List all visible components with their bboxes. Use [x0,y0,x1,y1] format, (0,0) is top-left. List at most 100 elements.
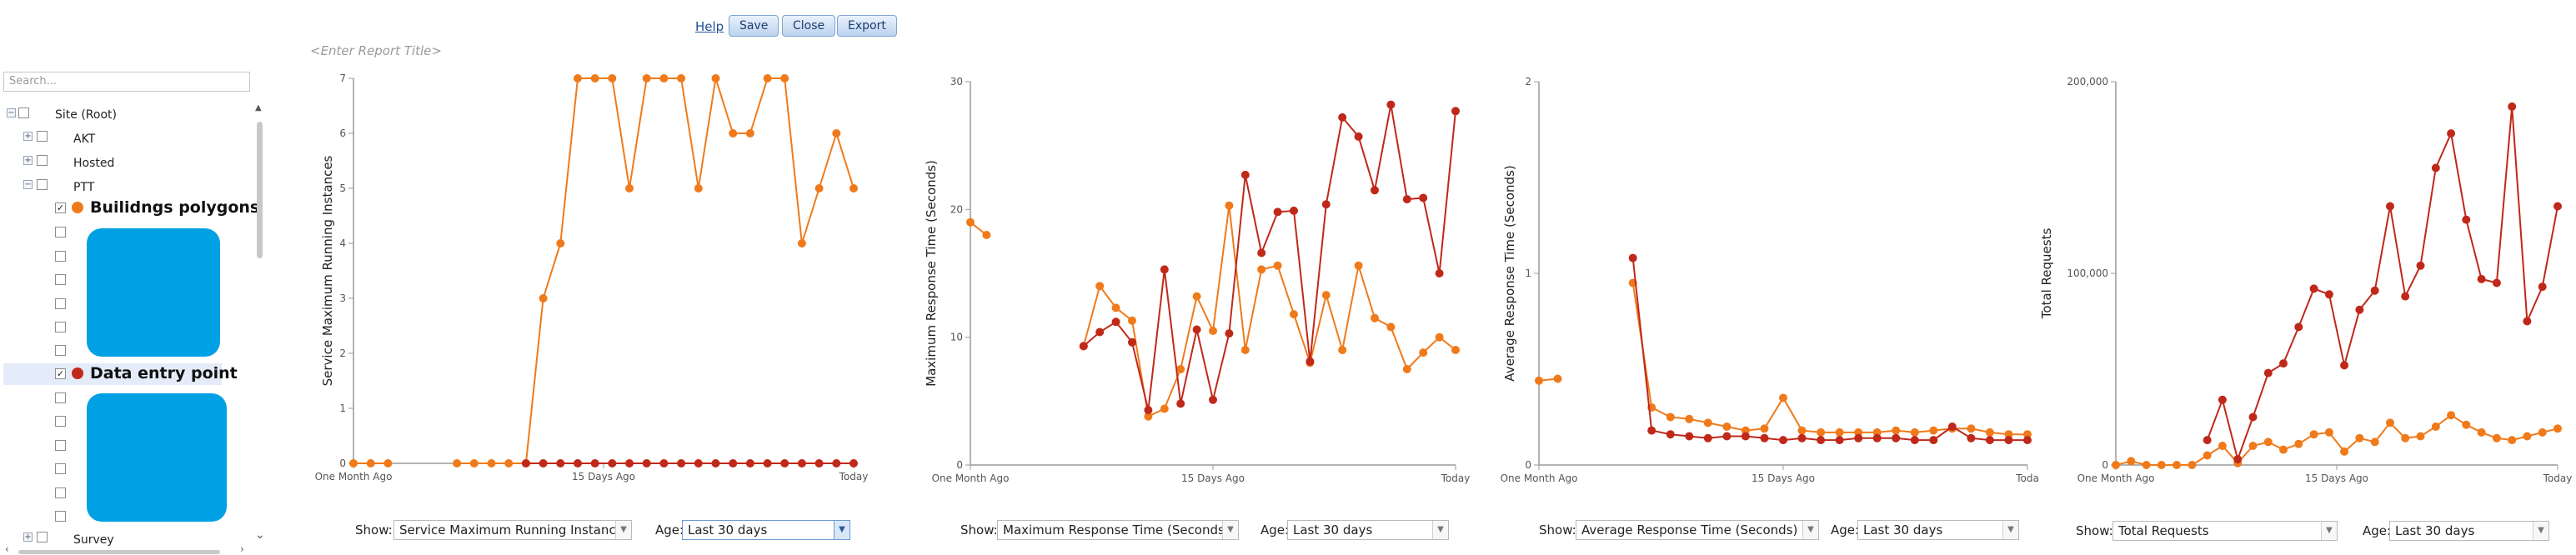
field-checkbox[interactable] [55,416,66,427]
data-point[interactable] [1160,404,1169,413]
data-point[interactable] [2279,359,2288,368]
collapse-icon[interactable]: − [23,180,33,189]
show-select[interactable]: Service Maximum Running Instances ▼ [393,520,632,540]
field-checkbox[interactable] [55,298,66,309]
data-point[interactable] [2553,424,2562,433]
data-point[interactable] [1192,292,1201,301]
data-point[interactable] [1817,428,1826,437]
data-point[interactable] [1111,318,1120,327]
data-point[interactable] [2340,447,2349,456]
data-point[interactable] [625,459,634,468]
age-select[interactable]: Last 30 days ▼ [682,520,850,540]
data-point[interactable] [1338,346,1347,354]
data-point[interactable] [2309,430,2318,439]
expand-icon[interactable]: + [23,532,33,542]
data-point[interactable] [1722,432,1732,441]
data-point[interactable] [2523,317,2532,326]
field-checkbox[interactable] [55,274,66,285]
data-point[interactable] [1354,132,1363,141]
data-point[interactable] [625,184,634,192]
data-point[interactable] [659,459,669,468]
data-point[interactable] [1225,201,1234,210]
data-point[interactable] [780,459,789,468]
data-point[interactable] [1257,265,1266,274]
data-point[interactable] [2477,274,2486,283]
collapse-icon[interactable]: − [7,108,16,118]
show-select[interactable]: Total Requests ▼ [2112,521,2338,541]
data-point[interactable] [1703,418,1712,428]
data-point[interactable] [1647,426,1656,435]
data-point[interactable] [453,459,462,468]
data-point[interactable] [1402,365,1411,373]
data-point[interactable] [2233,455,2243,464]
data-point[interactable] [677,74,686,82]
data-point[interactable] [1290,206,1298,215]
data-point[interactable] [2462,215,2471,224]
field-checkbox[interactable] [55,440,66,451]
data-point[interactable] [1128,316,1136,325]
data-point[interactable] [2416,432,2425,441]
data-point[interactable] [832,459,841,468]
report-title-input[interactable]: <Enter Report Title> [310,43,442,58]
data-point[interactable] [2248,442,2258,450]
data-point[interactable] [1240,170,1250,179]
tree-search-input[interactable]: Search... [3,72,250,92]
data-point[interactable] [1386,322,1396,332]
close-button[interactable]: Close [782,15,836,37]
data-point[interactable] [1306,357,1315,366]
data-point[interactable] [1371,186,1379,195]
data-point[interactable] [1985,436,1994,445]
data-point[interactable] [745,129,754,138]
data-point[interactable] [2370,438,2379,447]
data-point[interactable] [814,184,824,192]
show-select[interactable]: Maximum Response Time (Seconds) ▼ [997,520,1239,540]
data-point[interactable] [1892,433,1901,442]
data-point[interactable] [2023,430,2032,439]
data-point[interactable] [729,459,738,468]
data-point[interactable] [469,459,479,468]
data-point[interactable] [1929,426,1938,435]
show-select[interactable]: Average Response Time (Seconds) ▼ [1576,520,1819,540]
data-point[interactable] [2523,432,2532,441]
data-point[interactable] [2386,418,2394,428]
data-point[interactable] [780,74,789,82]
data-point[interactable] [2023,436,2032,445]
data-point[interactable] [1176,399,1185,408]
data-point[interactable] [1095,282,1105,291]
data-point[interactable] [966,218,975,227]
data-point[interactable] [1111,303,1120,312]
data-point[interactable] [1435,269,1444,278]
data-point[interactable] [2447,411,2456,420]
data-point[interactable] [2157,461,2166,469]
scroll-right-icon[interactable]: › [240,543,244,555]
data-point[interactable] [659,74,669,82]
data-point[interactable] [2447,129,2456,138]
data-point[interactable] [1451,107,1460,116]
data-point[interactable] [797,239,806,248]
data-point[interactable] [2508,436,2517,445]
data-point[interactable] [1209,395,1217,404]
data-point[interactable] [2203,436,2212,445]
data-point[interactable] [1666,430,1675,439]
tree-node-ptt[interactable]: PTT [73,181,95,194]
scroll-left-icon[interactable]: ‹ [5,543,9,555]
data-point[interactable] [711,459,720,468]
data-point[interactable] [2370,286,2379,295]
data-point[interactable] [574,74,582,82]
data-point[interactable] [2355,305,2364,314]
data-point[interactable] [1985,428,1994,437]
data-point[interactable] [1290,310,1298,319]
data-point[interactable] [2112,461,2120,469]
root-checkbox[interactable] [18,108,29,118]
data-point[interactable] [2263,368,2273,378]
field-checkbox[interactable] [55,463,66,474]
data-point[interactable] [556,459,565,468]
scroll-down-icon[interactable]: ⌄ [255,528,265,542]
data-point[interactable] [745,459,754,468]
data-point[interactable] [2127,457,2136,466]
data-point[interactable] [1338,112,1347,122]
field-checkbox[interactable] [55,322,66,332]
age-select[interactable]: Last 30 days ▼ [1857,520,2019,540]
data-point[interactable] [2248,412,2258,422]
data-point[interactable] [1967,424,1976,433]
